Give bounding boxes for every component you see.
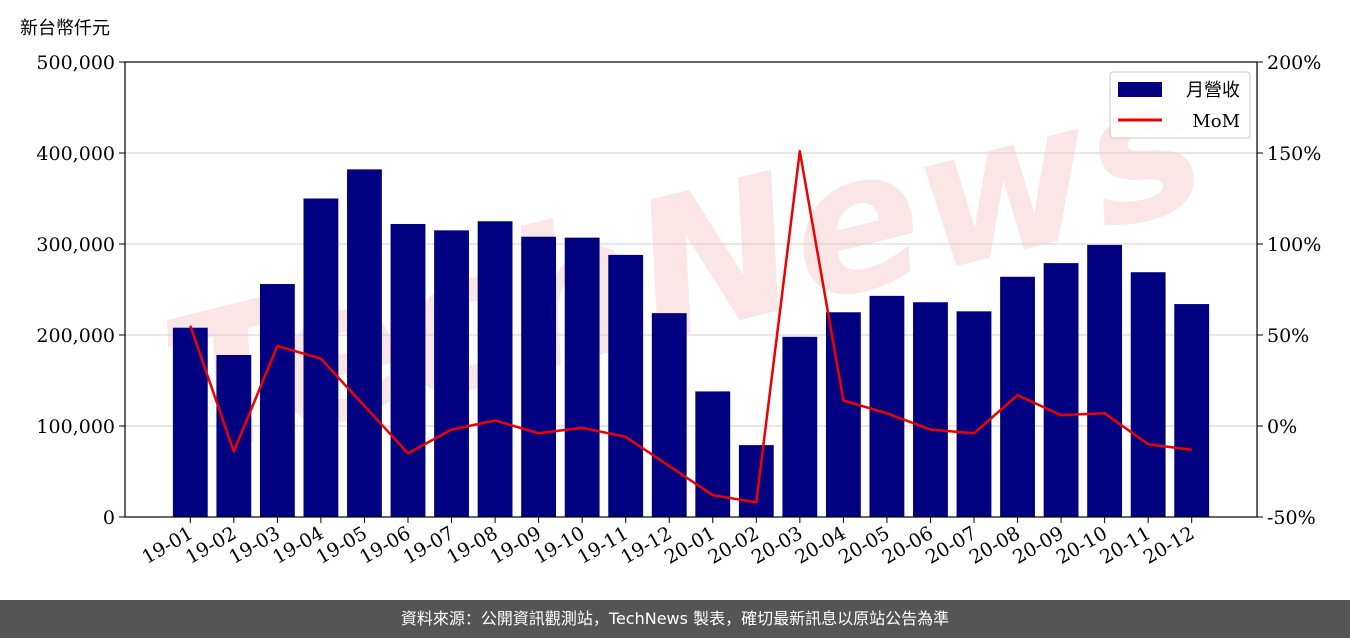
mom-point-19-07 xyxy=(451,429,453,431)
legend-line-label: MoM xyxy=(1192,111,1240,132)
mom-point-20-09 xyxy=(1060,414,1062,416)
y-axis-unit-label: 新台幣仟元 xyxy=(20,18,110,39)
mom-point-20-08 xyxy=(1017,394,1019,396)
mom-point-19-10 xyxy=(581,427,583,429)
mom-point-20-12 xyxy=(1191,449,1193,451)
line-series xyxy=(189,149,1193,504)
legend-bar-label: 月營收 xyxy=(1186,80,1240,101)
bar-20-03 xyxy=(782,336,818,517)
bar-19-07 xyxy=(434,230,469,517)
left-tick-label: 400,000 xyxy=(36,143,115,165)
left-tick-label: 500,000 xyxy=(36,52,115,74)
bar-20-10 xyxy=(1087,244,1123,517)
right-tick-label: 200% xyxy=(1267,52,1321,74)
bar-20-07 xyxy=(956,311,992,517)
mom-point-20-05 xyxy=(886,412,888,414)
revenue-chart: TechNews 0100,000200,000300,000400,00050… xyxy=(36,31,1321,569)
mom-point-20-07 xyxy=(973,432,975,434)
legend: 月營收 MoM xyxy=(1109,71,1251,139)
legend-bar-swatch xyxy=(1118,82,1162,97)
bar-19-11 xyxy=(608,254,644,518)
bar-19-10 xyxy=(564,237,600,517)
bar-20-12 xyxy=(1174,304,1210,517)
left-tick-label: 100,000 xyxy=(36,416,115,438)
bar-19-02 xyxy=(216,355,252,517)
bar-20-09 xyxy=(1043,263,1079,517)
mom-point-20-01 xyxy=(712,494,714,496)
left-tick-label: 200,000 xyxy=(36,325,115,347)
bar-20-11 xyxy=(1130,272,1166,517)
mom-point-19-09 xyxy=(538,432,540,434)
mom-point-19-05 xyxy=(363,405,365,407)
source-footer: 資料來源：公開資訊觀測站，TechNews 製表，確切最新訊息以原站公告為準 xyxy=(0,600,1350,638)
right-tick-label: 0% xyxy=(1267,416,1297,438)
right-tick-label: 50% xyxy=(1267,325,1309,347)
bar-19-06 xyxy=(390,223,426,518)
mom-point-19-08 xyxy=(494,420,496,422)
mom-point-20-04 xyxy=(842,400,844,402)
left-tick-label: 0 xyxy=(103,507,115,529)
bar-19-08 xyxy=(477,221,513,517)
mom-line xyxy=(189,149,1192,504)
mom-point-20-11 xyxy=(1147,443,1149,445)
bar-19-12 xyxy=(651,313,687,517)
bar-19-03 xyxy=(259,284,295,517)
mom-point-19-04 xyxy=(320,358,322,360)
bar-19-09 xyxy=(521,236,557,517)
mom-point-20-02 xyxy=(755,501,757,503)
mom-point-19-03 xyxy=(276,345,278,347)
bar-20-06 xyxy=(913,302,948,517)
right-tick-label: 150% xyxy=(1267,143,1321,165)
mom-point-19-01 xyxy=(189,325,191,327)
mom-point-20-03 xyxy=(799,150,801,152)
bar-20-08 xyxy=(1000,276,1035,517)
bar-20-05 xyxy=(869,295,905,517)
mom-point-20-06 xyxy=(929,429,931,431)
right-tick-label: 100% xyxy=(1267,234,1321,256)
mom-point-19-02 xyxy=(233,450,235,452)
plot-frame xyxy=(124,61,1258,518)
bar-19-01 xyxy=(172,327,208,517)
right-tick-label: -50% xyxy=(1267,507,1316,529)
x-tick-label: 20-12 xyxy=(1140,522,1198,568)
mom-point-19-11 xyxy=(625,436,627,438)
mom-point-19-12 xyxy=(668,465,670,467)
bar-series xyxy=(172,169,1210,518)
bar-20-04 xyxy=(825,312,861,517)
bar-19-05 xyxy=(347,169,382,517)
bar-20-02 xyxy=(738,445,774,517)
left-tick-label: 300,000 xyxy=(36,234,115,256)
mom-point-20-10 xyxy=(1104,412,1106,414)
mom-point-19-06 xyxy=(407,452,409,454)
